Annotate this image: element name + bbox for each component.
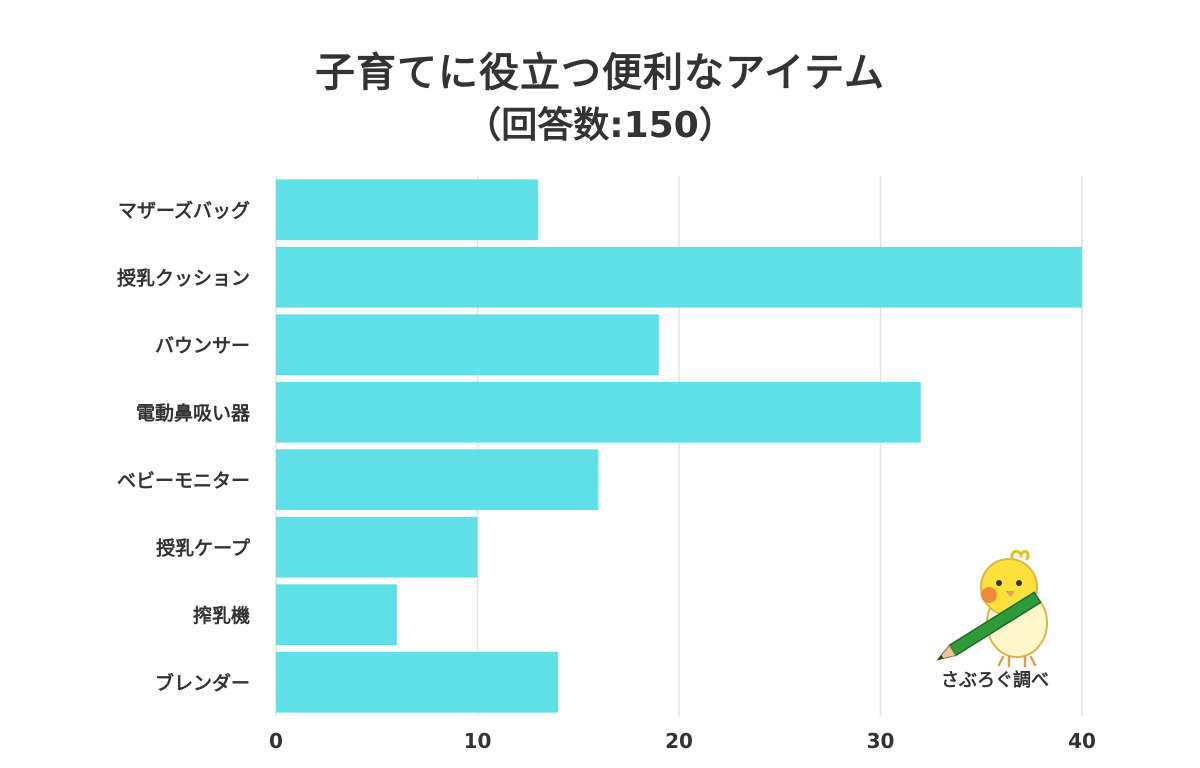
bar-3: [276, 381, 921, 443]
chart-title: 子育てに役立つ便利なアイテム: [315, 50, 885, 96]
x-tick-label: 30: [867, 729, 895, 753]
category-label: マザーズバッグ: [118, 199, 250, 222]
x-tick-label: 20: [665, 729, 693, 753]
chart-subtitle: （回答数:150）: [465, 105, 735, 146]
x-tick-labels: 0 10 20 30 40: [269, 729, 1096, 753]
bar-4: [276, 449, 599, 511]
category-labels: マザーズバッグ授乳クッションバウンサー電動鼻吸い器ベビーモニター授乳ケープ搾乳機…: [117, 199, 251, 695]
pencil-icon: [935, 591, 1042, 661]
x-tick-label: 0: [269, 729, 283, 753]
category-label: バウンサー: [155, 335, 250, 357]
category-label: ベビーモニター: [117, 470, 250, 492]
bar-7: [276, 651, 559, 713]
x-tick-label: 40: [1068, 729, 1096, 753]
bars: [276, 179, 1082, 713]
credit-text: さぶろぐ調べ: [941, 669, 1049, 691]
bar-1: [276, 246, 1082, 308]
category-label: 搾乳機: [193, 604, 250, 627]
bar-2: [276, 314, 659, 376]
bar-6: [276, 584, 397, 646]
x-tick-label: 10: [464, 729, 492, 753]
bar-5: [276, 516, 478, 578]
category-label: 授乳クッション: [117, 266, 250, 289]
credit: さぶろぐ調べ: [935, 549, 1049, 691]
bar-0: [276, 179, 538, 241]
category-label: 電動鼻吸い器: [136, 401, 251, 424]
category-label: ブレンダー: [155, 671, 250, 694]
bird-with-pencil-icon: [935, 549, 1048, 668]
category-label: 授乳ケープ: [156, 536, 251, 559]
